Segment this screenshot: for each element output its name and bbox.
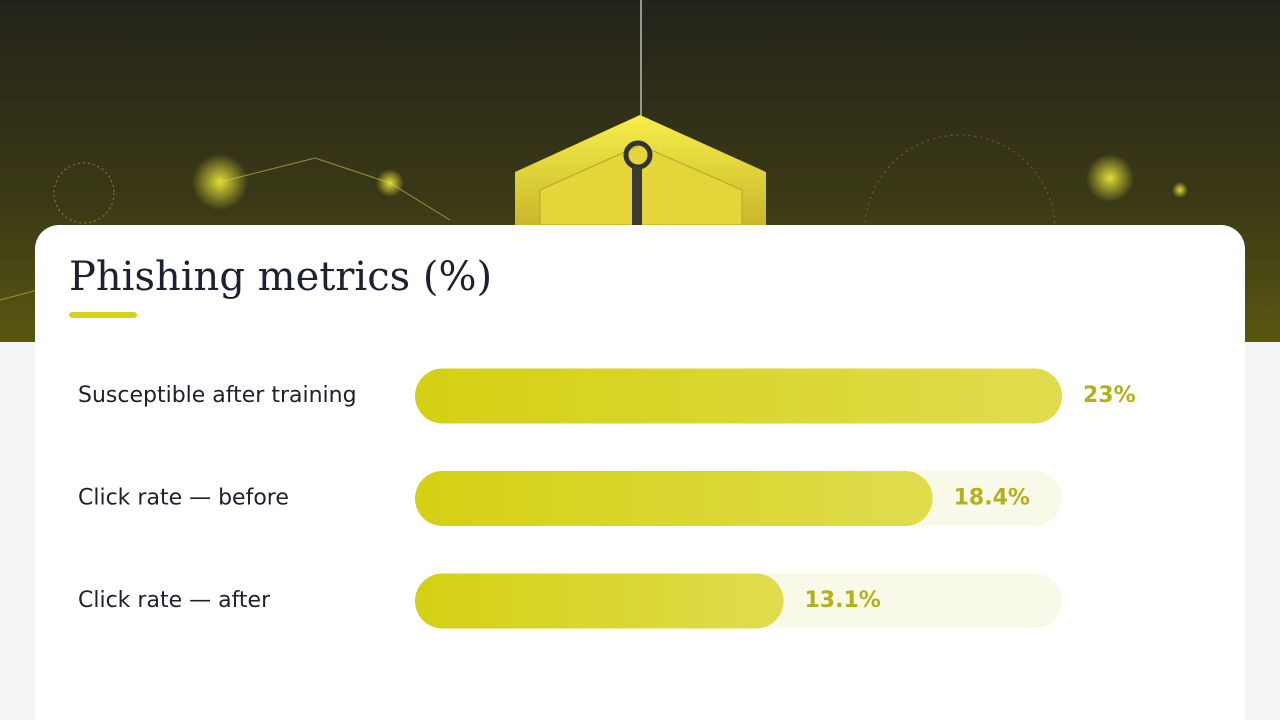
bar (415, 573, 784, 629)
category-label: Susceptible after training (78, 383, 357, 408)
category-label: Click rate — before (78, 486, 289, 511)
chart-title: Phishing metrics (%) (69, 254, 492, 300)
value-label: 18.4% (954, 486, 1030, 511)
value-label: 13.1% (805, 588, 881, 613)
bar (415, 368, 1062, 424)
category-label: Click rate — after (78, 588, 271, 613)
value-label: 23% (1083, 383, 1136, 408)
bar (415, 471, 933, 526)
title-underline (69, 312, 137, 318)
